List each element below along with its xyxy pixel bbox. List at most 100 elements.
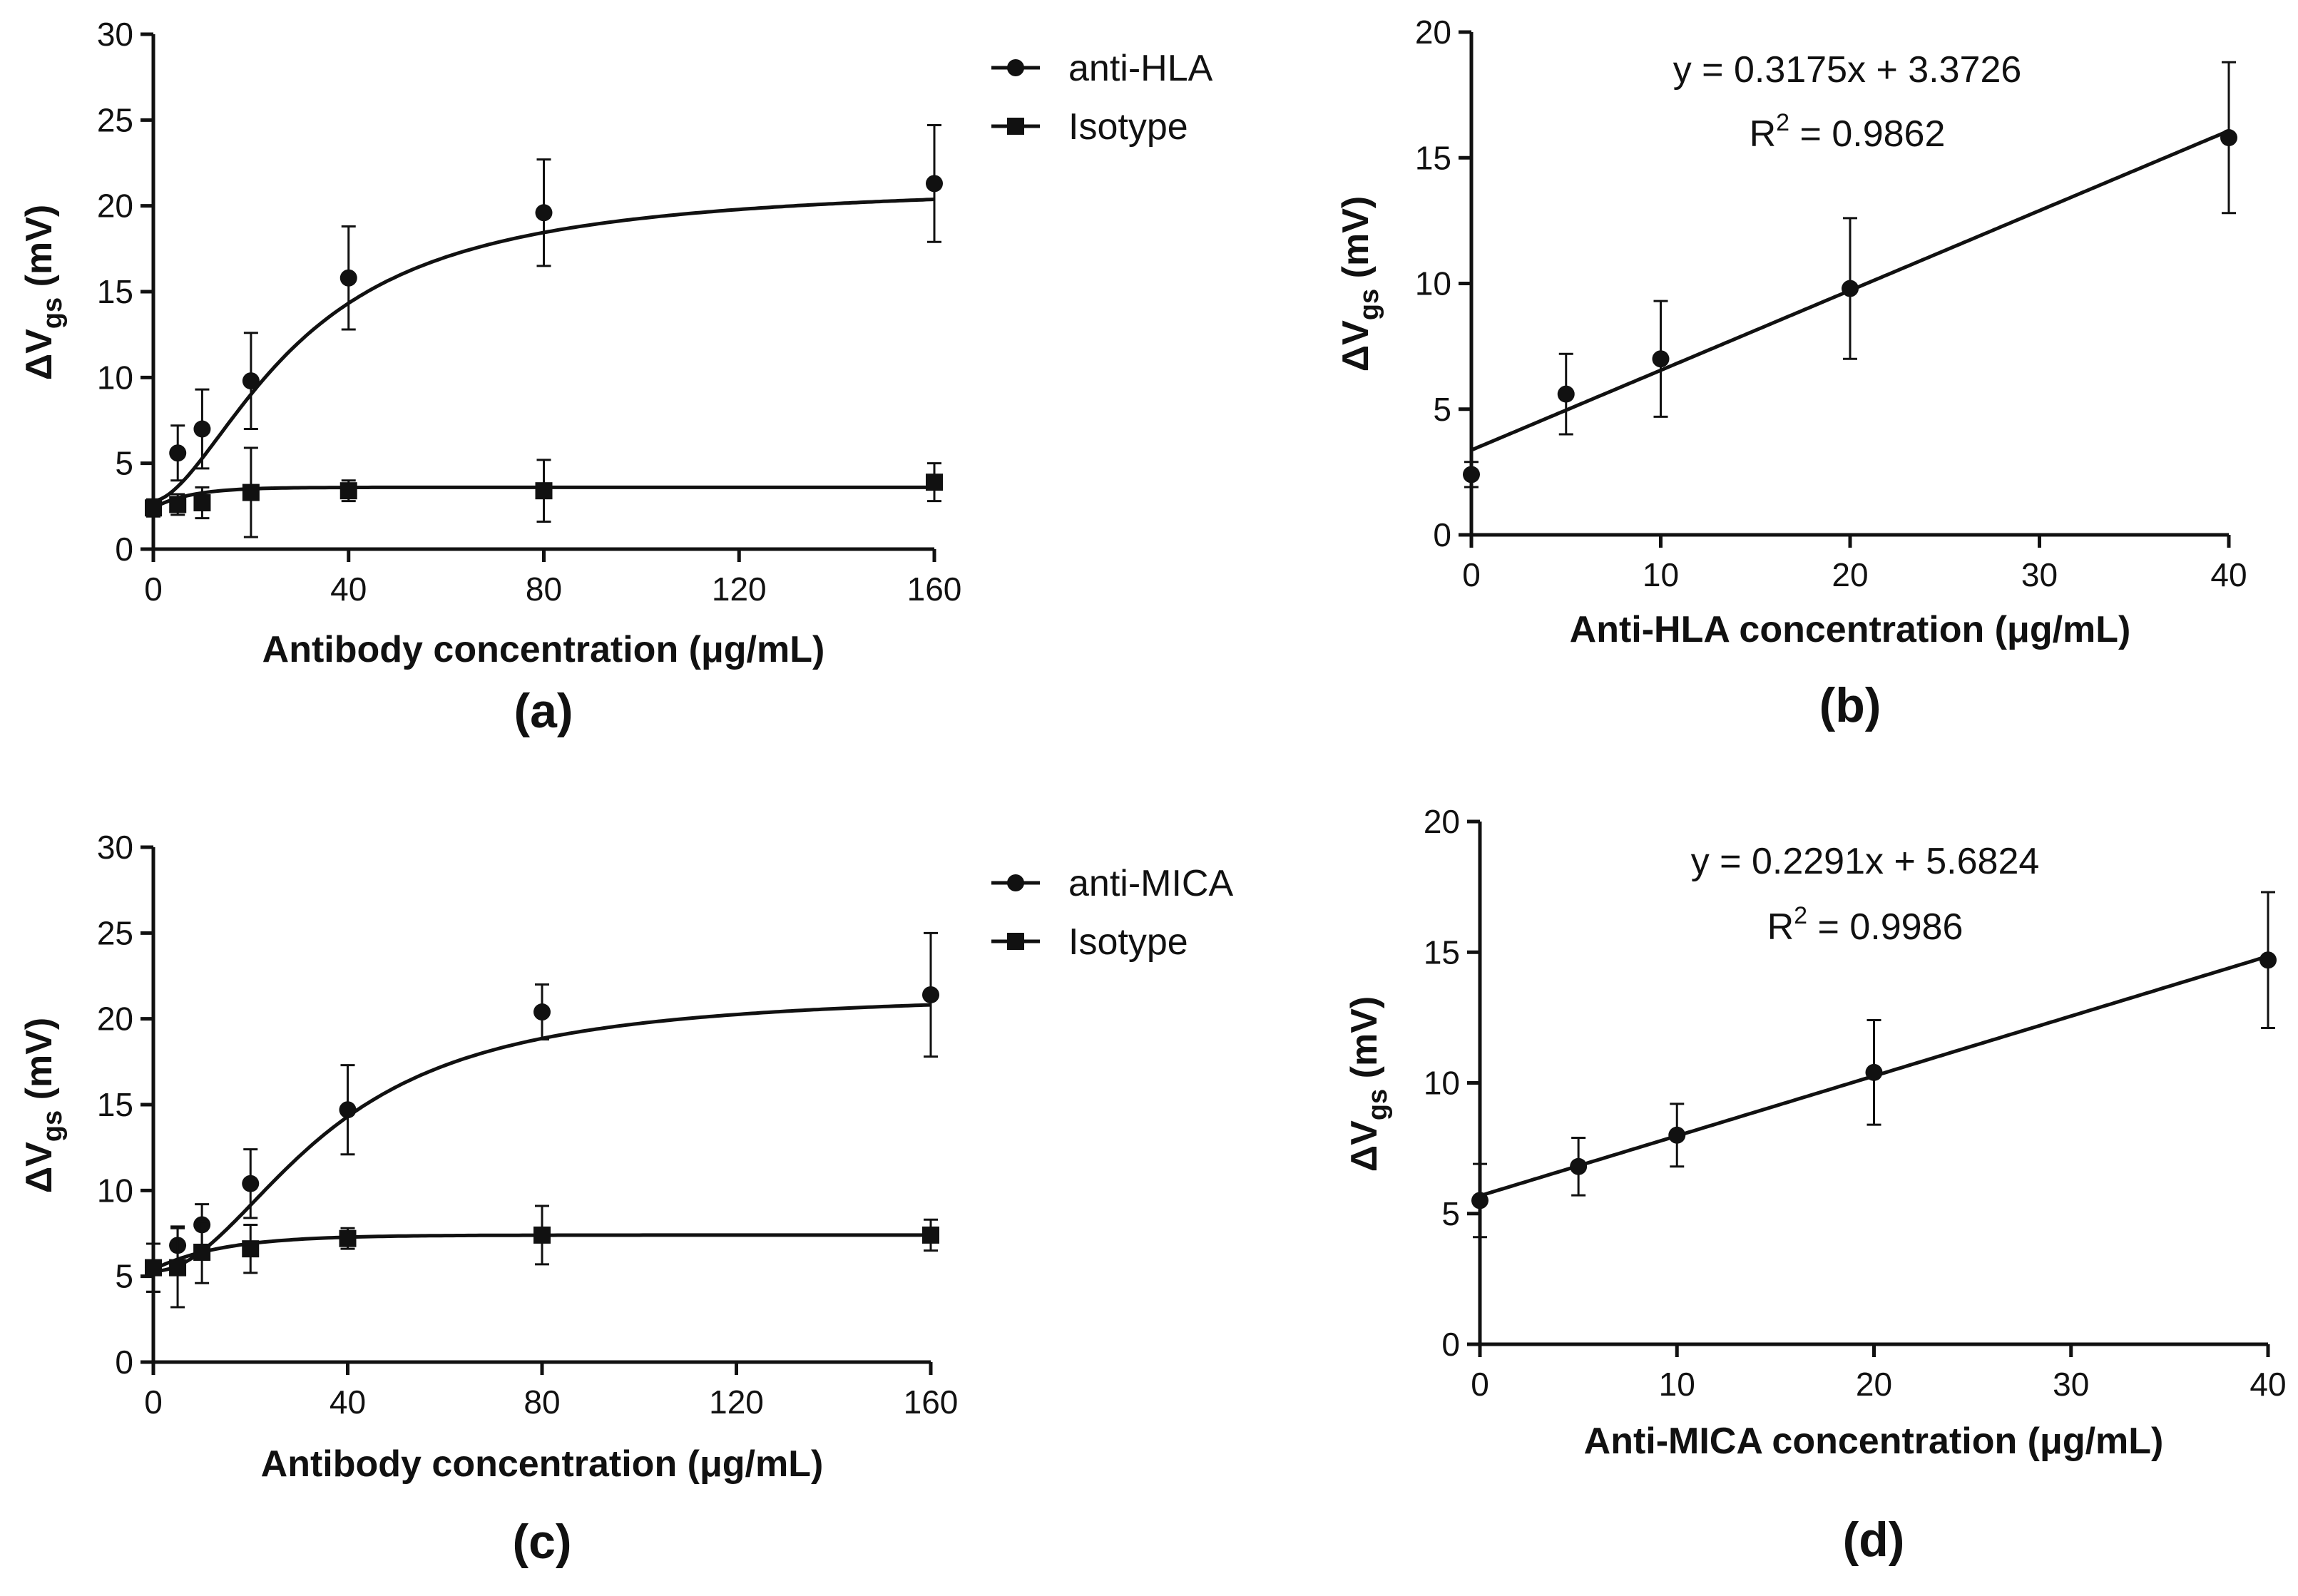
x-tick-label: 160: [907, 571, 962, 608]
y-tick-label: 30: [97, 16, 133, 53]
data-point: [169, 1259, 187, 1277]
data-point: [193, 494, 211, 512]
data-point: [922, 986, 939, 1003]
y-tick-label: 10: [1415, 265, 1451, 302]
x-tick-label: 120: [712, 571, 767, 608]
data-point: [1570, 1157, 1588, 1175]
legend-marker: [1007, 933, 1024, 950]
series-anti-hla: [1463, 61, 2237, 488]
x-tick-label: 160: [904, 1383, 959, 1421]
x-tick-label: 80: [524, 1383, 560, 1421]
data-point: [1842, 280, 1859, 297]
series-anti-mica: [1471, 891, 2277, 1239]
data-point: [2220, 129, 2237, 147]
legend-label: Isotype: [1068, 921, 1188, 963]
y-tick-label: 20: [97, 1001, 133, 1038]
y-axis-label-unit: (mV): [19, 205, 60, 297]
y-axis-label-subscript: gs: [1354, 289, 1384, 320]
x-tick-label: 0: [1462, 556, 1481, 593]
legend-label: anti-HLA: [1068, 48, 1213, 89]
y-tick-label: 25: [97, 914, 133, 951]
panel-label: (d): [1843, 1513, 1905, 1567]
data-point: [535, 204, 553, 222]
regression-equation: y = 0.3175x + 3.3726: [1673, 49, 2022, 91]
panel-label: (c): [512, 1515, 571, 1569]
y-axis-label: ΔVgs (mV): [19, 205, 68, 380]
data-point: [922, 1226, 939, 1244]
legend-entry: anti-MICA: [991, 863, 1233, 904]
chart-panel-1: 0 5 10 15 20 25 30 0 40 80 120 160 Antibody concentr…: [19, 16, 1213, 738]
x-axis-label: Anti-HLA concentration (μg/mL): [1570, 609, 2131, 650]
chart-panel-3: 0 5 10 15 20 25 30 0 40 80 120 160 Antibody concentr…: [19, 829, 1233, 1569]
data-point: [145, 499, 162, 517]
y-tick-label: 0: [1441, 1326, 1460, 1363]
data-point: [193, 420, 211, 438]
x-tick-label: 40: [2250, 1366, 2286, 1403]
x-tick-label: 0: [1471, 1366, 1489, 1403]
x-tick-label: 40: [330, 1383, 366, 1421]
x-tick-label: 20: [1832, 556, 1868, 593]
y-tick-label: 5: [1433, 391, 1451, 428]
data-point: [193, 1243, 211, 1261]
x-tick-label: 80: [526, 571, 562, 608]
y-axis-label-main: ΔV: [19, 1142, 60, 1193]
y-axis-label-unit: (mV): [1344, 996, 1385, 1089]
data-point: [535, 482, 553, 500]
legend-marker: [1007, 118, 1024, 135]
y-tick-label: 5: [115, 1258, 133, 1295]
y-axis-label-subscript: gs: [38, 1110, 68, 1142]
x-axis-label: Antibody concentration (μg/mL): [261, 1443, 824, 1485]
data-point: [1471, 1192, 1488, 1209]
y-tick-label: 10: [97, 359, 133, 396]
y-axis-label: ΔVgs (mV): [19, 1018, 68, 1193]
series-anti-hla: [145, 124, 943, 518]
y-tick-label: 15: [97, 1086, 133, 1123]
data-point: [242, 484, 260, 501]
data-point: [242, 372, 260, 390]
r-squared: R2 = 0.9862: [1750, 109, 1946, 155]
r-squared-symbol: R: [1767, 906, 1794, 948]
r-squared-superscript: 2: [1776, 109, 1789, 136]
data-point: [1463, 466, 1480, 484]
legend-marker: [1007, 874, 1024, 891]
y-tick-label: 20: [1424, 803, 1460, 840]
x-tick-label: 30: [2053, 1366, 2089, 1403]
r-squared-value: = 0.9986: [1807, 906, 1963, 948]
x-tick-label: 0: [144, 1383, 163, 1421]
x-axis-label: Anti-MICA concentration (μg/mL): [1584, 1421, 2164, 1462]
data-point: [242, 1240, 260, 1258]
y-axis-label-unit: (mV): [1335, 196, 1377, 289]
y-tick-label: 0: [115, 1344, 133, 1381]
y-axis-label-main: ΔV: [19, 329, 60, 380]
regression-equation: y = 0.2291x + 5.6824: [1691, 841, 2040, 882]
data-point: [533, 1226, 551, 1244]
data-point: [339, 269, 357, 287]
r-squared-symbol: R: [1750, 113, 1777, 155]
legend-entry: Isotype: [991, 921, 1188, 963]
y-tick-label: 20: [1415, 14, 1451, 51]
y-axis-label-main: ΔV: [1335, 320, 1377, 372]
data-point: [926, 175, 943, 193]
panel-label: (a): [514, 684, 573, 738]
x-tick-label: 10: [1659, 1366, 1695, 1403]
x-tick-label: 10: [1643, 556, 1679, 593]
data-point: [339, 482, 357, 500]
y-tick-label: 0: [1433, 516, 1451, 553]
y-tick-label: 15: [1424, 933, 1460, 971]
y-tick-label: 0: [115, 531, 133, 568]
data-point: [339, 1229, 357, 1247]
panel-label: (b): [1819, 678, 1881, 732]
x-tick-label: 30: [2021, 556, 2058, 593]
y-axis-label: ΔVgs (mV): [1344, 996, 1393, 1172]
y-axis-label: ΔVgs (mV): [1335, 196, 1384, 372]
x-tick-label: 120: [709, 1383, 764, 1421]
legend-entry: anti-HLA: [991, 48, 1213, 89]
x-tick-label: 40: [330, 571, 367, 608]
r-squared: R2 = 0.9986: [1767, 902, 1963, 948]
data-point: [533, 1003, 551, 1021]
y-tick-label: 5: [115, 445, 133, 482]
data-point: [242, 1175, 260, 1192]
legend-marker: [1007, 59, 1024, 76]
data-point: [1668, 1126, 1686, 1144]
